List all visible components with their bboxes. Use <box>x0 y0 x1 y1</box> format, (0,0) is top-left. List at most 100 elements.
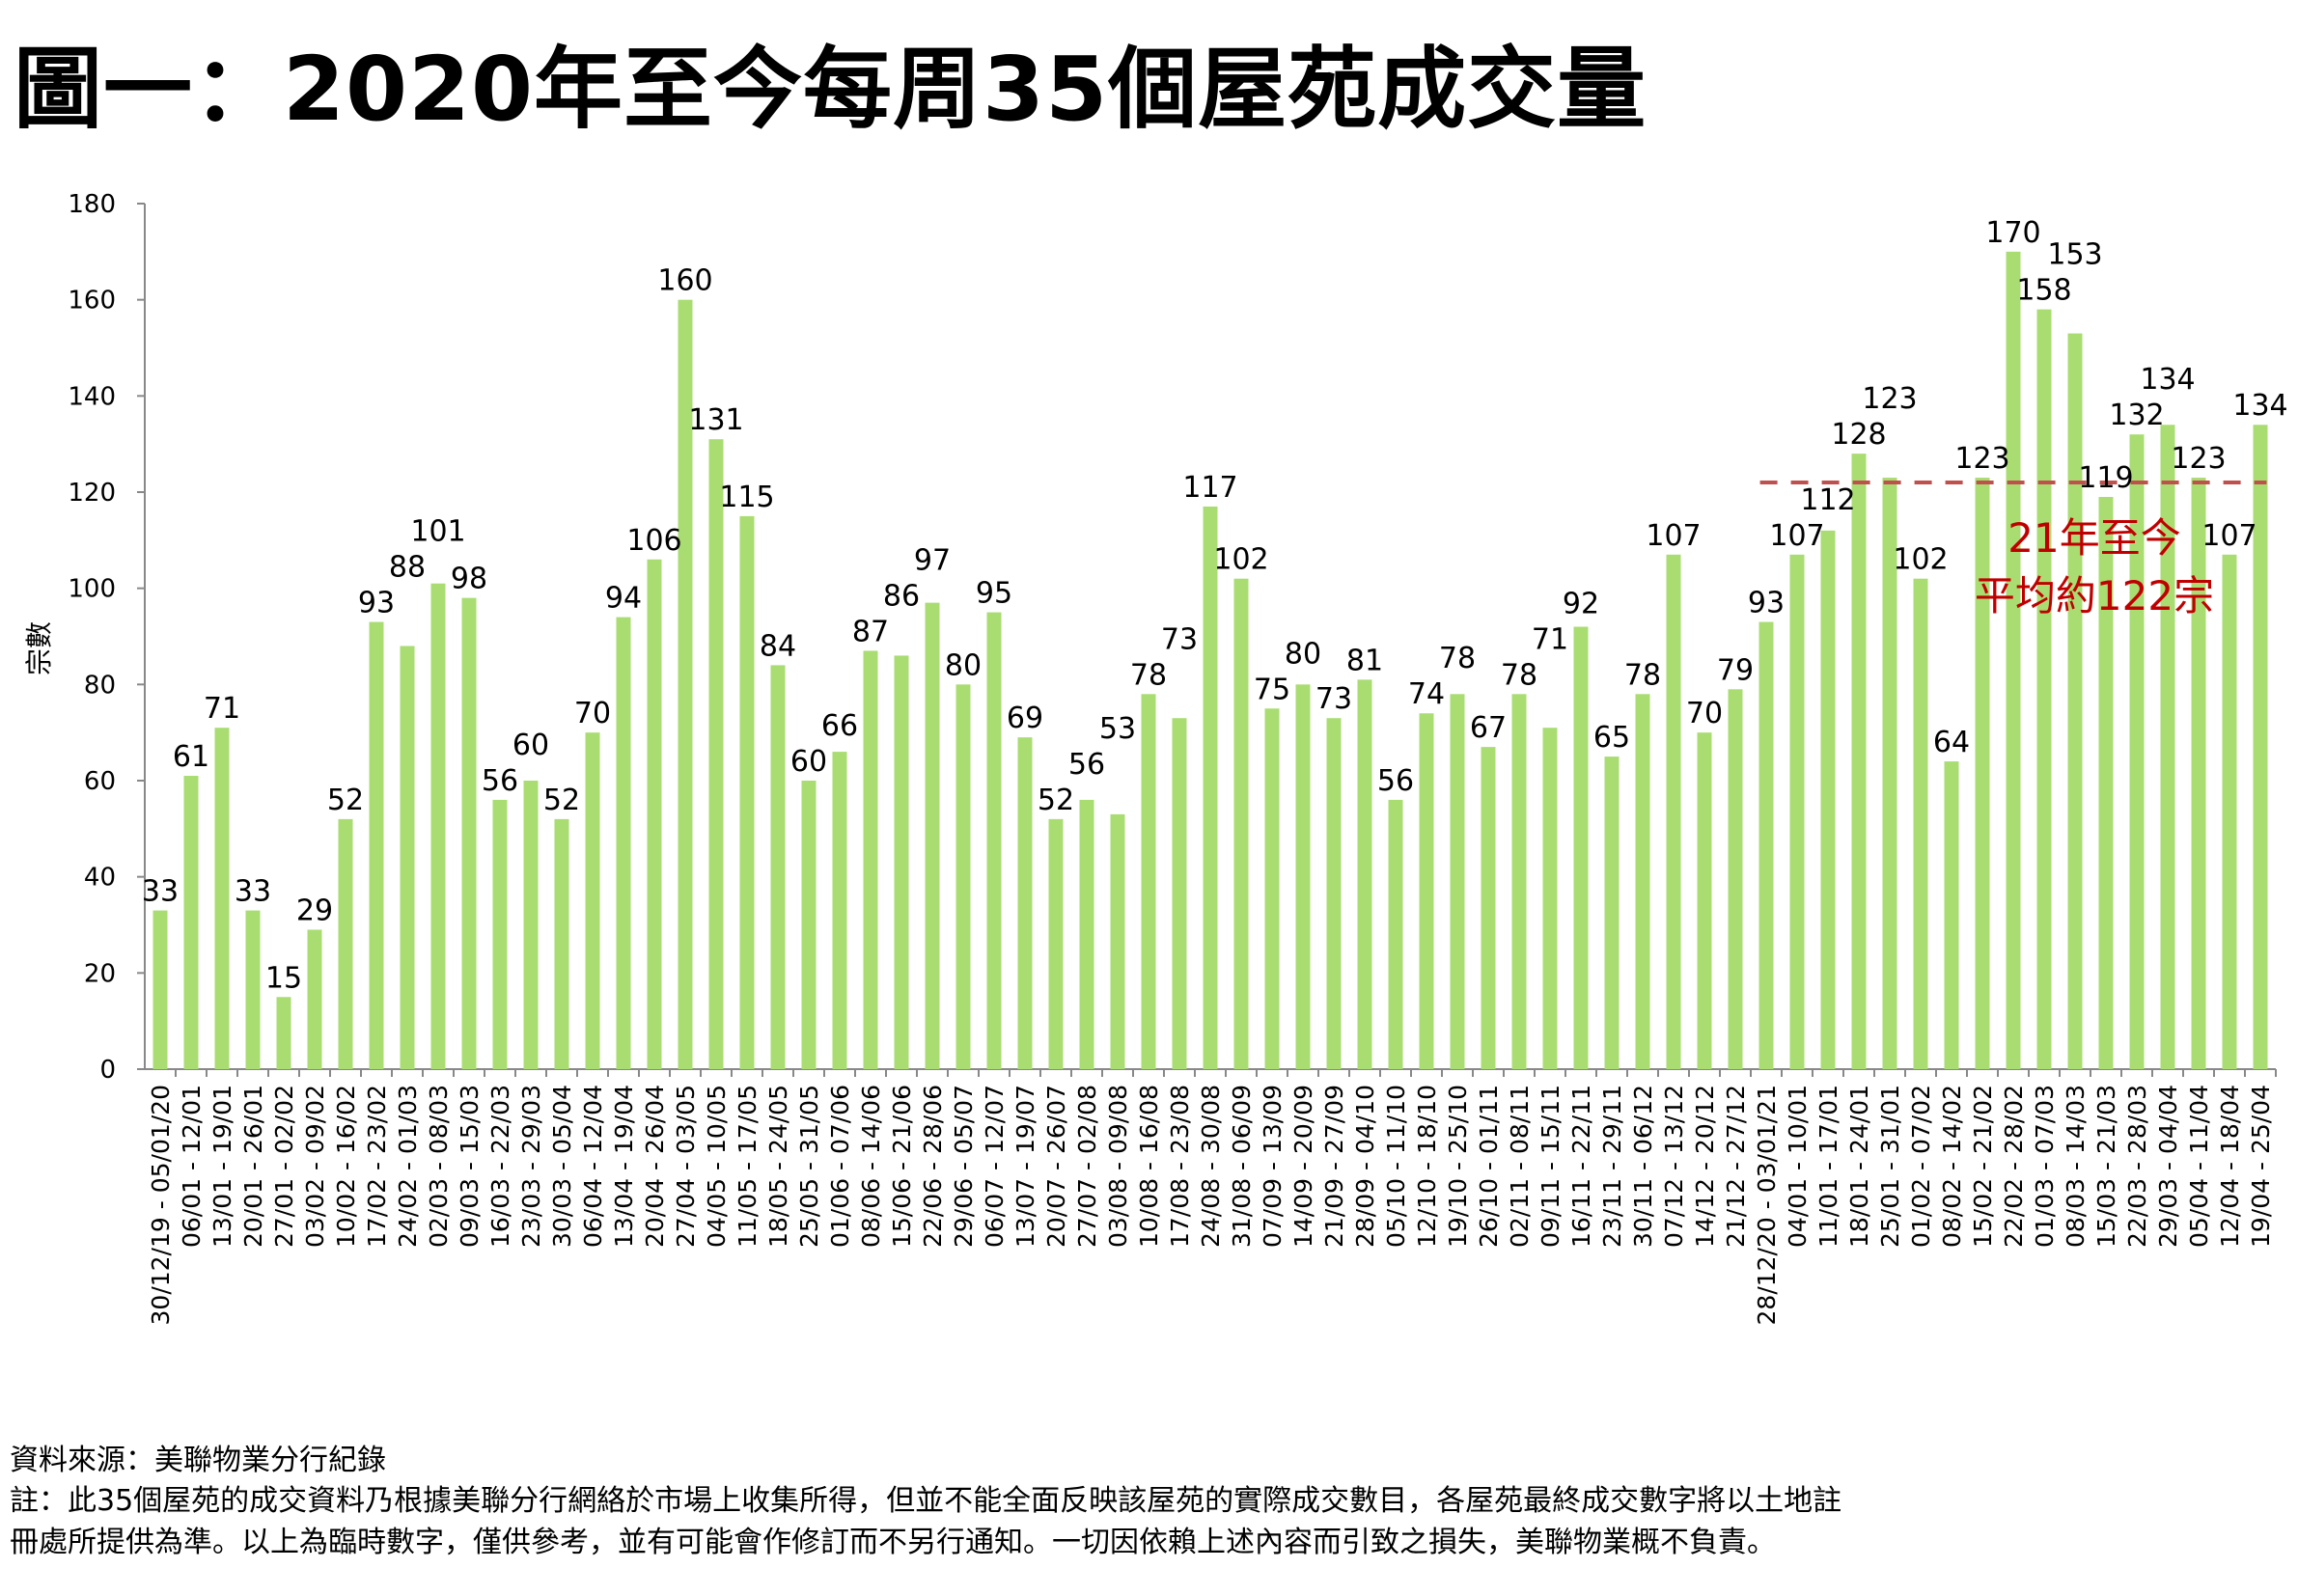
bar <box>1295 684 1311 1069</box>
data-label: 52 <box>327 784 364 817</box>
x-tick-label: 16/03 - 22/03 <box>486 1085 514 1248</box>
bar <box>770 665 786 1069</box>
x-tick-label: 10/02 - 16/02 <box>332 1085 360 1248</box>
bar <box>1203 506 1218 1069</box>
x-tick-label: 14/12 - 20/12 <box>1691 1085 1719 1248</box>
data-label: 56 <box>482 764 518 798</box>
data-label: 134 <box>2140 363 2195 397</box>
data-label: 70 <box>574 697 611 730</box>
data-label: 102 <box>1893 543 1948 577</box>
bar <box>1697 732 1712 1069</box>
data-label: 112 <box>1800 483 1855 517</box>
data-label: 128 <box>1831 418 1886 452</box>
bar <box>801 781 817 1069</box>
bar-chart: 0 20 40 60 80 100 120 140 160 180 33 61 71 33 15 29 52 9… <box>23 190 2288 1325</box>
data-label: 119 <box>2078 461 2133 495</box>
data-label: 71 <box>1532 622 1568 656</box>
data-label: 81 <box>1346 644 1383 677</box>
data-label: 92 <box>1563 587 1599 620</box>
data-label: 79 <box>1717 653 1754 687</box>
data-label: 153 <box>2047 238 2102 272</box>
bar <box>1048 818 1064 1069</box>
data-labels: 3361713315295293881019856605270941061601… <box>142 216 2288 995</box>
x-tick-label: 17/08 - 23/08 <box>1166 1085 1194 1248</box>
bar <box>152 910 168 1069</box>
data-label: 123 <box>1954 442 2009 476</box>
data-label: 94 <box>605 582 642 616</box>
x-tick-label: 19/04 - 25/04 <box>2247 1085 2275 1248</box>
y-tick-label: 180 <box>68 190 116 219</box>
bar <box>925 602 940 1069</box>
data-label: 107 <box>1769 519 1824 553</box>
bar <box>461 597 477 1069</box>
bar <box>955 684 971 1069</box>
data-label: 73 <box>1161 622 1198 656</box>
bar <box>2036 309 2052 1070</box>
x-tick-label: 01/03 - 07/03 <box>2031 1085 2059 1248</box>
bar <box>1079 799 1094 1069</box>
bar <box>1017 737 1033 1069</box>
x-tick-label: 22/06 - 28/06 <box>919 1085 947 1248</box>
x-tick-label: 30/12/19 - 05/01/20 <box>147 1085 175 1325</box>
data-label: 98 <box>451 563 487 596</box>
x-tick-label: 18/01 - 24/01 <box>1845 1085 1873 1248</box>
x-tick-label: 25/05 - 31/05 <box>795 1085 823 1248</box>
x-tick-label: 04/05 - 10/05 <box>703 1085 731 1248</box>
data-label: 56 <box>1377 764 1414 798</box>
x-tick-label: 18/05 - 24/05 <box>764 1085 792 1248</box>
bar <box>245 910 261 1069</box>
bar <box>1326 718 1342 1069</box>
x-tick-label: 01/02 - 07/02 <box>1907 1085 1935 1248</box>
x-tick-label: 27/01 - 02/02 <box>270 1085 298 1248</box>
annotation-line2: 平均約122宗 <box>1975 572 2214 619</box>
data-label: 64 <box>1933 726 1970 759</box>
data-label: 69 <box>1007 702 1043 735</box>
data-label: 102 <box>1213 543 1268 577</box>
x-tick-label: 27/07 - 02/08 <box>1073 1085 1101 1248</box>
x-tick-label: 12/04 - 18/04 <box>2216 1085 2244 1248</box>
data-label: 70 <box>1686 697 1723 730</box>
data-label: 134 <box>2232 389 2287 423</box>
x-tick-label: 02/11 - 08/11 <box>1506 1085 1534 1248</box>
bar <box>1635 694 1650 1069</box>
data-label: 87 <box>852 615 889 648</box>
x-tick-label: 09/03 - 15/03 <box>456 1085 484 1248</box>
x-tick-label: 20/01 - 26/01 <box>239 1085 267 1248</box>
y-axis-label: 宗數 <box>23 621 55 675</box>
bar <box>739 515 755 1069</box>
x-tick-label: 17/02 - 23/02 <box>363 1085 391 1248</box>
x-tick-label: 03/02 - 09/02 <box>301 1085 329 1248</box>
x-tick-label: 21/12 - 27/12 <box>1722 1085 1750 1248</box>
x-tick-label: 08/02 - 14/02 <box>1938 1085 1966 1248</box>
x-tick-label: 29/06 - 05/07 <box>950 1085 978 1248</box>
data-label: 107 <box>1646 519 1701 553</box>
x-tick-label: 11/05 - 17/05 <box>734 1085 761 1248</box>
data-label: 61 <box>173 740 209 774</box>
y-tick-label: 80 <box>84 671 116 700</box>
data-label: 93 <box>358 587 395 620</box>
data-label: 29 <box>296 894 333 927</box>
y-tick-label: 0 <box>99 1056 116 1085</box>
x-tick-label: 28/12/20 - 03/01/21 <box>1753 1085 1781 1325</box>
x-tick-label: 14/09 - 20/09 <box>1289 1085 1317 1248</box>
data-label: 78 <box>1501 658 1537 692</box>
data-label: 33 <box>235 875 271 909</box>
bar <box>1728 689 1743 1069</box>
x-tick-label: 04/01 - 10/01 <box>1784 1085 1812 1248</box>
x-tick-label: 24/02 - 01/03 <box>394 1085 422 1248</box>
bar <box>2098 496 2114 1069</box>
bar <box>986 612 1002 1069</box>
data-label: 15 <box>265 961 302 995</box>
bar <box>1141 694 1156 1069</box>
x-tick-label: 15/06 - 21/06 <box>888 1085 916 1248</box>
y-tick-label: 160 <box>68 287 116 316</box>
x-tick-label: 15/03 - 21/03 <box>2092 1085 2120 1248</box>
annotation-line1: 21年至今 <box>2007 514 2180 562</box>
bar <box>1481 747 1496 1069</box>
bar <box>1604 757 1620 1069</box>
data-label: 86 <box>883 579 920 613</box>
data-label: 123 <box>2171 442 2226 476</box>
x-tick-label: 03/08 - 09/08 <box>1104 1085 1132 1248</box>
bar <box>1542 728 1558 1069</box>
x-tick-label: 06/04 - 12/04 <box>579 1085 607 1248</box>
